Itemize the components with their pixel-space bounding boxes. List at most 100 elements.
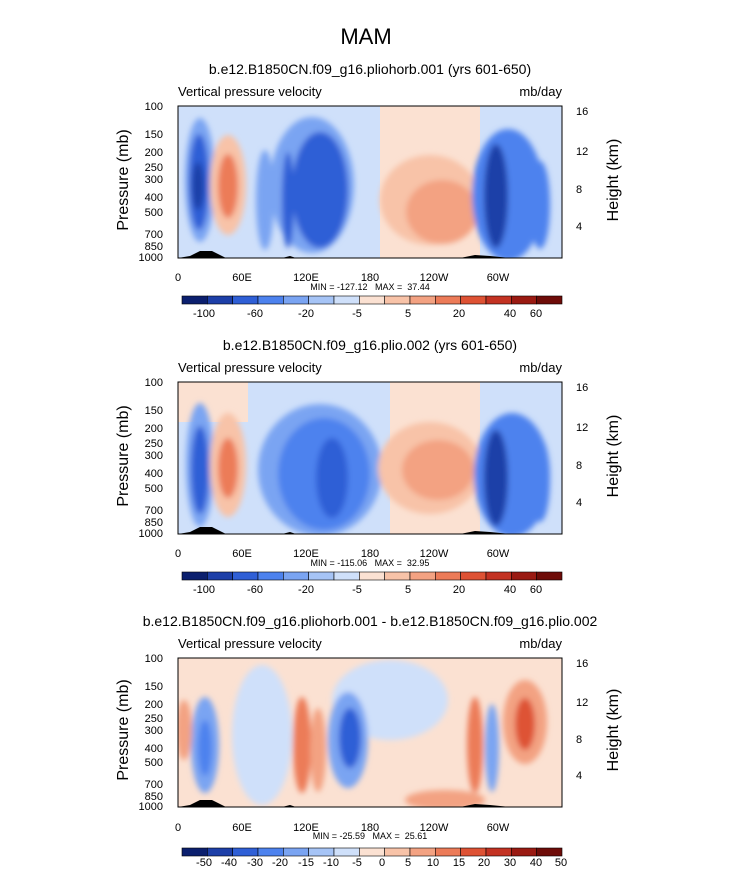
- colorbar-swatch: [485, 847, 512, 857]
- colorbar-swatch: [384, 571, 411, 581]
- y-tick-label: 400: [145, 468, 163, 480]
- x-tick-label: 180: [361, 822, 379, 834]
- colorbar-label: 5: [405, 308, 411, 320]
- y-tick-label: 300: [145, 725, 163, 737]
- colorbar-label: 20: [453, 584, 465, 596]
- panel-title: b.e12.B1850CN.f09_g16.plio.002 (yrs 601-…: [223, 337, 517, 353]
- y-axis-label: Pressure (mb): [115, 405, 132, 506]
- colorbar-swatch: [384, 295, 411, 305]
- x-tick-label: 0: [175, 272, 181, 284]
- colorbar-label: -40: [221, 857, 237, 869]
- y2-ticks: 16 12 8 4: [576, 106, 588, 233]
- topography: [178, 251, 226, 258]
- colorbar-label: 30: [504, 857, 516, 869]
- panel-title: b.e12.B1850CN.f09_g16.pliohorb.001 (yrs …: [209, 61, 531, 77]
- min-max-stats: MIN = -115.06 MAX = 32.95: [311, 558, 430, 568]
- colorbar-label: -100: [193, 584, 215, 596]
- colorbar-swatch: [232, 847, 259, 857]
- x-tick-label: 120E: [293, 272, 319, 284]
- y2-tick-label: 16: [576, 382, 588, 394]
- x-tick-label: 120W: [420, 822, 449, 834]
- colorbar-label: 60: [530, 308, 542, 320]
- y2-tick-label: 8: [576, 460, 582, 472]
- contour-blob: [178, 700, 192, 760]
- y-tick-label: 850: [145, 241, 163, 253]
- contour-blob: [232, 665, 292, 805]
- colorbar-swatch: [283, 571, 309, 581]
- colorbar-swatch: [435, 295, 461, 305]
- contour-blob: [292, 132, 348, 248]
- colorbar-label: -5: [352, 857, 362, 869]
- units-label: mb/day: [519, 360, 562, 375]
- y2-tick-label: 8: [576, 184, 582, 196]
- colorbar-label: 60: [530, 584, 542, 596]
- y-tick-label: 150: [145, 681, 163, 693]
- y-tick-label: 200: [145, 147, 163, 159]
- y-ticks: 100 150 200 250 300 400 500 700 850 1000: [139, 101, 163, 264]
- colorbar-swatch: [308, 295, 335, 305]
- min-max-stats: MIN = -127.12 MAX = 37.44: [310, 282, 430, 292]
- colorbar-swatch: [207, 295, 233, 305]
- x-tick-label: 60E: [232, 822, 252, 834]
- y-tick-label: 500: [145, 757, 163, 769]
- min-max-stats: MIN = -25.59 MAX = 25.61: [313, 831, 428, 841]
- colorbar-swatch: [511, 847, 537, 857]
- y-tick-label: 100: [145, 377, 163, 389]
- y-tick-label: 400: [145, 743, 163, 755]
- y2-ticks: 16 12 8 4: [576, 382, 588, 509]
- colorbar-swatch: [308, 571, 335, 581]
- y-tick-label: 700: [145, 229, 163, 241]
- colorbar-swatch: [511, 295, 537, 305]
- colorbar-labels: -100 -60 -20 -5 5 20 40 60: [193, 308, 542, 320]
- contour-blob: [515, 698, 535, 750]
- contour-field: [178, 658, 562, 807]
- page-title: MAM: [340, 24, 391, 49]
- colorbar-label: 40: [504, 308, 516, 320]
- units-label: mb/day: [519, 84, 562, 99]
- y-tick-label: 1000: [139, 528, 163, 540]
- x-tick-label: 60W: [487, 548, 510, 560]
- y2-tick-label: 4: [576, 221, 582, 233]
- colorbar-swatch: [409, 571, 436, 581]
- x-tick-label: 120W: [420, 548, 449, 560]
- colorbar-swatch: [207, 847, 233, 857]
- warm-band: [178, 382, 248, 422]
- colorbar-labels: -100 -60 -20 -5 5 20 40 60: [193, 584, 542, 596]
- colorbar-label: 20: [478, 857, 490, 869]
- panel-2: b.e12.B1850CN.f09_g16.pliohorb.001 - b.e…: [115, 613, 622, 869]
- colorbar-swatch: [207, 571, 233, 581]
- contour-blob: [192, 162, 204, 210]
- y-tick-label: 1000: [139, 252, 163, 264]
- colorbar-swatch: [485, 571, 512, 581]
- y-ticks: 100 150 200 250 300 400 500 700 850 1000: [139, 653, 163, 813]
- y2-tick-label: 16: [576, 658, 588, 670]
- plot-frame: [177, 105, 563, 259]
- topography: [178, 527, 226, 534]
- x-tick-label: 60E: [232, 548, 252, 560]
- colorbar-swatch: [460, 571, 487, 581]
- plot-frame: [177, 657, 563, 808]
- contour-blob: [310, 708, 326, 792]
- y-tick-label: 250: [145, 713, 163, 725]
- colorbar-swatch: [485, 295, 512, 305]
- x-tick-label: 120W: [420, 272, 449, 284]
- contour-blob: [198, 720, 212, 776]
- y-ticks: 100 150 200 250 300 400 500 700 850 1000: [139, 377, 163, 540]
- colorbar-label: 0: [379, 857, 385, 869]
- y2-tick-label: 8: [576, 734, 582, 746]
- colorbar-swatch: [232, 571, 259, 581]
- y-tick-label: 250: [145, 438, 163, 450]
- colorbar-label: -60: [247, 308, 263, 320]
- y2-tick-label: 12: [576, 697, 588, 709]
- colorbar-label: -10: [323, 857, 339, 869]
- x-tick-label: 180: [361, 548, 379, 560]
- colorbar-label: -100: [193, 308, 215, 320]
- contour-blob: [218, 438, 238, 498]
- variable-label: Vertical pressure velocity: [178, 84, 322, 99]
- y-tick-label: 100: [145, 653, 163, 665]
- panel-title: b.e12.B1850CN.f09_g16.pliohorb.001 - b.e…: [143, 613, 598, 629]
- colorbar-swatch: [536, 295, 563, 305]
- topography: [178, 800, 226, 807]
- colorbar-swatch: [181, 847, 208, 857]
- contour-blob: [402, 440, 474, 500]
